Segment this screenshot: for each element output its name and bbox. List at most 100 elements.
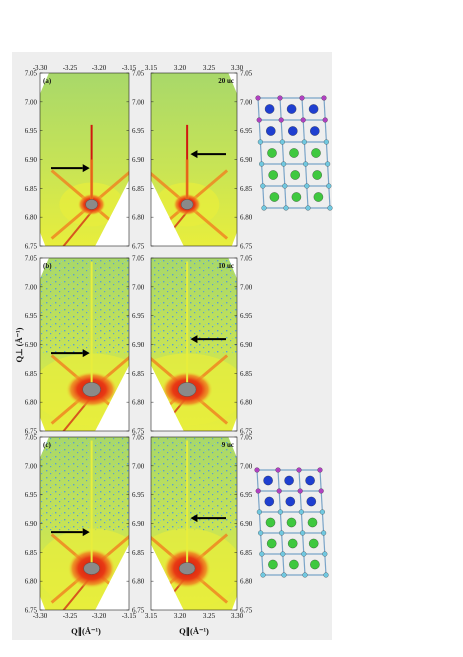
atom — [326, 183, 332, 189]
atom — [286, 104, 297, 114]
y-tick-left: 6.75 — [25, 428, 38, 436]
y-axis-label: Q⊥ (Å⁻¹) — [14, 327, 24, 362]
atom — [276, 488, 282, 494]
y-tick-left: 7.05 — [25, 70, 38, 78]
atom — [303, 161, 309, 167]
y-tick-right: 6.95 — [240, 491, 253, 499]
atom — [321, 530, 327, 536]
tick-left-top-0: -3.30 — [33, 64, 48, 72]
arrow-head — [190, 335, 198, 344]
y-tick-left: 6.90 — [25, 341, 38, 349]
y-tick-mid: 6.85 — [132, 549, 145, 557]
y-tick-right: 7.05 — [240, 255, 253, 263]
atom — [305, 205, 311, 211]
rsm-panel-right-0 — [150, 72, 238, 247]
y-tick-mid: 7.00 — [132, 283, 145, 291]
atom — [299, 95, 305, 101]
y-tick-right: 6.90 — [240, 341, 253, 349]
y-tick-mid: 6.80 — [132, 214, 145, 222]
atom — [286, 517, 297, 528]
y-tick-left: 6.95 — [25, 491, 38, 499]
y-tick-mid: 7.05 — [132, 255, 145, 263]
y-tick-right: 6.75 — [240, 607, 253, 615]
rsm-panel-left-1 — [39, 257, 130, 432]
tick-left-top-3: -3.15 — [122, 64, 137, 72]
thickness-label: 20 uc — [218, 77, 234, 85]
y-tick-mid: 6.80 — [132, 578, 145, 586]
panel-row-0: (a) 20 uc 7.05 7.05 7.05 7.00 7.00 7.00 6.95 6.95… — [25, 70, 253, 251]
atom — [257, 139, 263, 145]
atom — [301, 551, 307, 557]
y-tick-left: 6.75 — [25, 243, 38, 251]
rsm-panel-right-2 — [150, 436, 238, 611]
y-tick-mid: 7.00 — [132, 98, 145, 106]
atom — [260, 572, 266, 578]
atom — [268, 559, 278, 570]
atom — [310, 559, 320, 570]
y-tick-mid: 6.95 — [132, 491, 145, 499]
tick-right-top-1: 3.20 — [174, 64, 187, 72]
atom — [277, 509, 283, 515]
crystal-structure-bottom — [254, 467, 329, 578]
atom — [300, 117, 306, 123]
atom — [259, 551, 265, 557]
bottom-x-axis: -3.30 -3.25 -3.20 -3.15 3.15 3.20 3.25 3… — [33, 612, 244, 637]
panel-label: (c) — [43, 441, 51, 449]
panel-label: (b) — [43, 262, 52, 270]
atom — [282, 183, 288, 189]
atom — [298, 509, 304, 515]
atom — [266, 126, 276, 136]
y-tick-left: 6.80 — [25, 578, 38, 586]
atom — [301, 139, 307, 145]
atom — [321, 95, 327, 101]
y-tick-left: 6.75 — [25, 607, 38, 615]
y-tick-mid: 7.05 — [132, 434, 145, 442]
y-tick-left: 6.90 — [25, 156, 38, 164]
thickness-label: 10 uc — [218, 262, 234, 270]
x-axis-label-left: Q∥(Å⁻¹) — [71, 626, 101, 637]
atom — [318, 488, 324, 494]
y-tick-mid: 6.90 — [132, 520, 145, 528]
atom — [319, 509, 325, 515]
tick-left-bottom-3: -3.15 — [122, 612, 137, 620]
atom — [264, 496, 275, 507]
atom — [287, 538, 298, 549]
y-tick-right: 6.80 — [240, 214, 253, 222]
atom — [310, 126, 320, 136]
atom — [284, 475, 294, 486]
tick-left-top-2: -3.20 — [92, 64, 107, 72]
y-tick-left: 6.85 — [25, 185, 38, 193]
tick-left-bottom-0: -3.30 — [33, 612, 48, 620]
atom — [265, 517, 276, 528]
atom — [297, 488, 303, 494]
arrow-head — [82, 164, 90, 173]
y-tick-mid: 6.75 — [132, 243, 145, 251]
y-tick-right: 6.85 — [240, 185, 253, 193]
y-tick-right: 6.85 — [240, 370, 253, 378]
tick-right-top-0: 3.15 — [145, 64, 158, 72]
panel-row-2: (c) 9 uc 7.05 7.05 7.05 7.00 7.00 7.00 6.95 6.95 6… — [25, 434, 253, 615]
top-x-axis: -3.30 -3.25 -3.20 -3.15 3.15 3.20 3.25 3… — [33, 64, 244, 72]
y-tick-left: 7.05 — [25, 434, 38, 442]
atom — [255, 488, 261, 494]
atom — [290, 170, 300, 180]
y-tick-right: 7.00 — [240, 462, 253, 470]
panel-row-1: (b) 10 uc 7.05 7.05 7.05 7.00 7.00 7.00 6.95 6.95… — [25, 255, 253, 436]
atom — [305, 475, 315, 486]
atom — [259, 161, 265, 167]
atom — [267, 148, 277, 158]
y-tick-right: 6.95 — [240, 312, 253, 320]
y-tick-mid: 6.95 — [132, 127, 145, 135]
atom — [281, 161, 287, 167]
saturated-peak — [82, 382, 101, 397]
saturated-peak — [180, 199, 194, 210]
atom — [323, 139, 329, 145]
y-tick-right: 6.95 — [240, 127, 253, 135]
atom — [258, 530, 264, 536]
panel-label: (a) — [43, 77, 52, 85]
atom — [300, 530, 306, 536]
atom — [313, 192, 324, 202]
atom — [279, 530, 285, 536]
atom — [280, 551, 286, 557]
y-tick-mid: 7.00 — [132, 462, 145, 470]
